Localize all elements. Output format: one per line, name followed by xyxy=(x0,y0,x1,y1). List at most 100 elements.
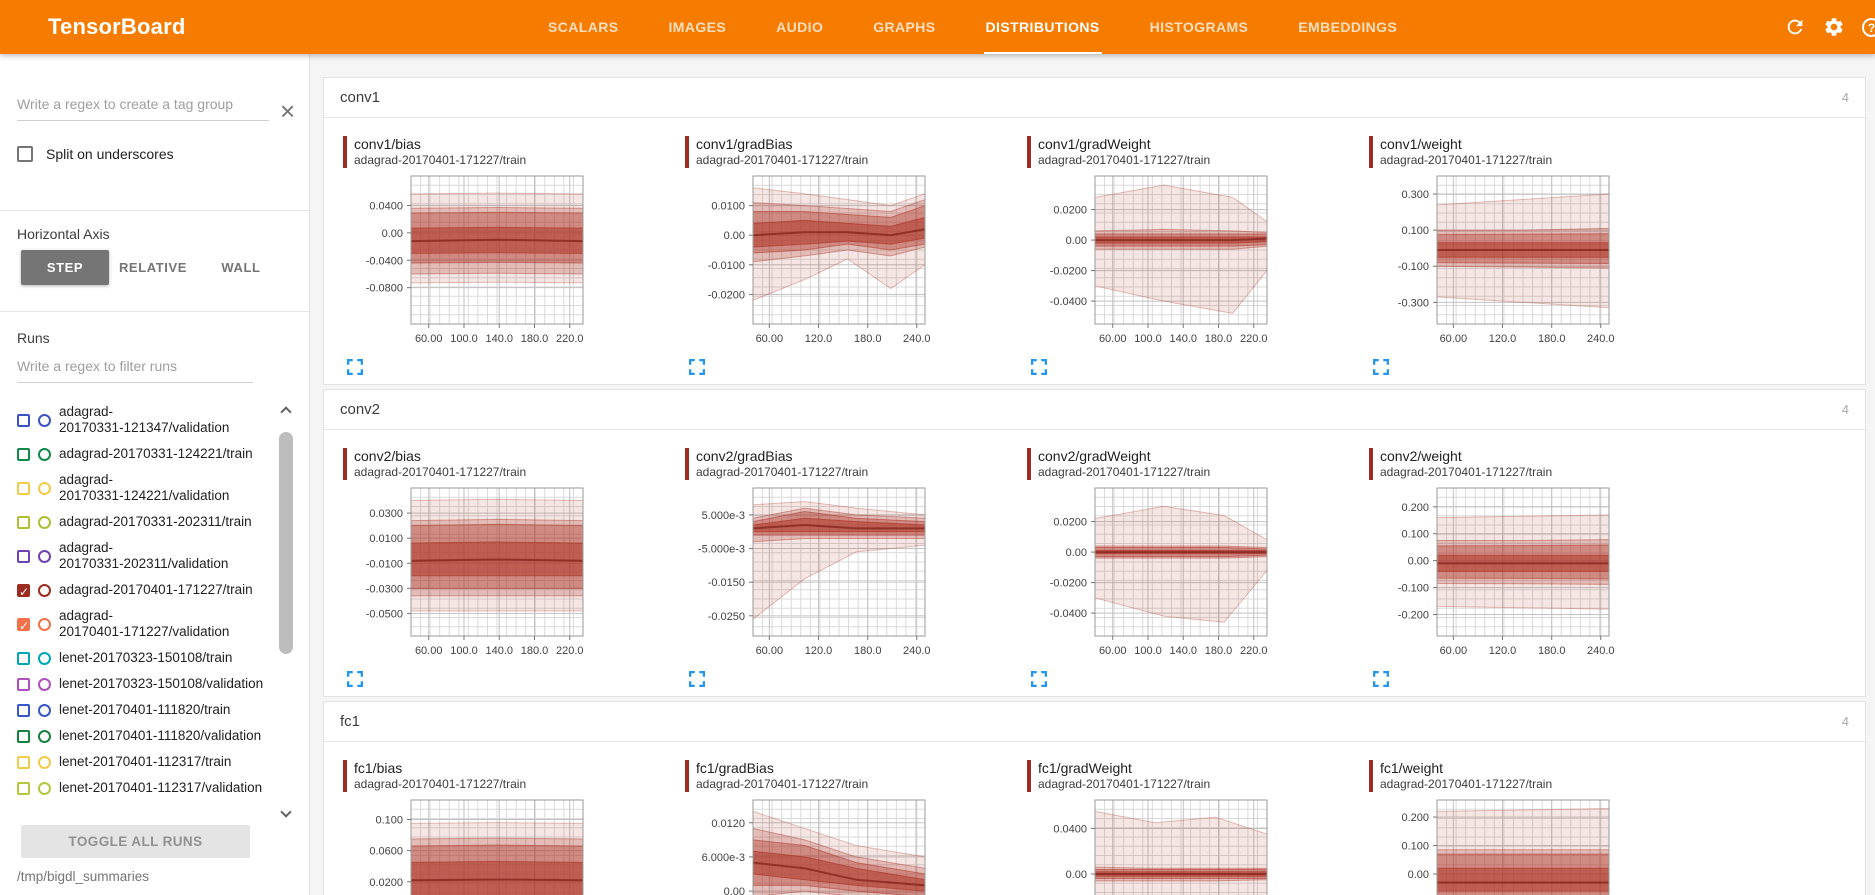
svg-text:220.0: 220.0 xyxy=(556,645,584,657)
close-icon[interactable]: × xyxy=(280,96,296,126)
distribution-plot: 0.0200 0.00 -0.0200 -0.0400 60.00 100.0 140.0 1… xyxy=(1050,175,1268,345)
chart-title-text: fc1/weight adagrad-20170401-171227/train xyxy=(1380,760,1552,792)
settings-icon[interactable] xyxy=(1823,16,1845,38)
horizontal-axis-label: Horizontal Axis xyxy=(17,226,110,242)
axis-option-step[interactable]: STEP xyxy=(21,250,109,285)
run-checkbox[interactable] xyxy=(17,703,30,717)
chart-title-text: conv2/gradBias adagrad-20170401-171227/tr… xyxy=(696,448,868,480)
run-checkbox[interactable] xyxy=(17,651,30,665)
axis-option-wall[interactable]: WALL xyxy=(221,260,261,275)
chart-title: fc1/weight xyxy=(1380,760,1444,776)
chart-run-name: adagrad-20170401-171227/train xyxy=(1380,153,1553,167)
run-checkbox[interactable] xyxy=(17,481,30,495)
svg-text:140.0: 140.0 xyxy=(1169,333,1197,345)
run-filter-input[interactable] xyxy=(17,354,253,383)
run-radio[interactable] xyxy=(38,755,51,769)
expand-icon[interactable] xyxy=(689,359,705,375)
run-checkbox[interactable] xyxy=(17,447,30,461)
svg-text:-0.0250: -0.0250 xyxy=(708,611,745,623)
svg-text:0.100: 0.100 xyxy=(1401,225,1429,237)
tab-histograms[interactable]: HISTOGRAMS xyxy=(1149,19,1249,35)
expand-icon[interactable] xyxy=(1031,671,1047,687)
chart-title: conv1/weight xyxy=(1380,136,1462,152)
scroll-up-icon[interactable] xyxy=(280,406,292,418)
tab-scalars[interactable]: SCALARS xyxy=(548,19,619,35)
expand-icon[interactable] xyxy=(347,359,363,375)
help-icon[interactable]: ? xyxy=(1862,18,1875,37)
run-name: adagrad- 20170331-202311/validation xyxy=(59,540,229,571)
expand-icon[interactable] xyxy=(689,671,705,687)
svg-text:0.0300: 0.0300 xyxy=(369,508,403,520)
chart-run-name: adagrad-20170401-171227/train xyxy=(1038,777,1211,791)
tab-distributions[interactable]: DISTRIBUTIONS xyxy=(983,0,1102,54)
section-title: conv1 xyxy=(340,89,381,106)
axis-option-relative[interactable]: RELATIVE xyxy=(118,260,188,275)
run-item: lenet-20170323-150108/validation xyxy=(0,671,278,697)
scrollbar-thumb[interactable] xyxy=(279,432,293,654)
run-radio[interactable] xyxy=(38,729,51,743)
tab-audio[interactable]: AUDIO xyxy=(776,19,824,35)
distribution-chart-card: conv1/bias adagrad-20170401-171227/train 0… xyxy=(343,136,655,375)
run-item: adagrad- 20170331-121347/validation xyxy=(0,399,278,441)
distribution-chart-card: conv1/gradBias adagrad-20170401-171227/tr… xyxy=(685,136,997,375)
svg-text:60.00: 60.00 xyxy=(756,333,784,345)
scroll-down-icon[interactable] xyxy=(280,806,292,818)
chart-title-block: conv2/gradBias adagrad-20170401-171227/tr… xyxy=(685,448,997,480)
tag-regex-input[interactable] xyxy=(17,92,269,121)
section-title: fc1 xyxy=(340,713,361,730)
run-checkbox[interactable]: ✓ xyxy=(17,617,30,633)
run-radio[interactable] xyxy=(38,447,51,461)
svg-text:0.00: 0.00 xyxy=(1408,869,1429,881)
distribution-plot: 0.0100 0.00 -0.0100 -0.0200 60.00 120.0 180.0 2… xyxy=(708,175,931,345)
run-radio[interactable] xyxy=(38,481,51,495)
expand-icon[interactable] xyxy=(347,671,363,687)
svg-text:60.00: 60.00 xyxy=(756,645,784,657)
run-radio[interactable] xyxy=(38,515,51,529)
run-radio[interactable] xyxy=(38,651,51,665)
section-header[interactable]: conv2 4 xyxy=(324,390,1865,430)
run-radio[interactable] xyxy=(38,703,51,717)
tab-images[interactable]: IMAGES xyxy=(668,19,727,35)
expand-icon[interactable] xyxy=(1031,359,1047,375)
run-radio[interactable] xyxy=(38,677,51,691)
run-checkbox[interactable] xyxy=(17,729,30,743)
chart-title-text: fc1/bias adagrad-20170401-171227/train xyxy=(354,760,526,792)
run-checkbox[interactable] xyxy=(17,549,30,563)
split-underscores-checkbox[interactable] xyxy=(17,146,33,162)
tab-graphs[interactable]: GRAPHS xyxy=(873,19,936,35)
svg-text:0.00: 0.00 xyxy=(1066,235,1087,247)
svg-text:100.0: 100.0 xyxy=(450,333,478,345)
run-checkbox[interactable] xyxy=(17,413,30,427)
svg-text:5.000e-3: 5.000e-3 xyxy=(702,510,745,522)
run-name: lenet-20170401-112317/train xyxy=(59,754,232,769)
svg-text:-0.100: -0.100 xyxy=(1398,261,1429,273)
run-radio[interactable] xyxy=(38,583,51,597)
run-item: adagrad- 20170331-124221/validation xyxy=(0,467,278,509)
section-header[interactable]: fc1 4 xyxy=(324,702,1865,742)
divider xyxy=(0,311,309,312)
run-name: adagrad- 20170331-124221/validation xyxy=(59,472,230,503)
run-checkbox[interactable]: ✓ xyxy=(17,583,30,599)
run-checkbox[interactable] xyxy=(17,677,30,691)
run-checkbox[interactable] xyxy=(17,755,30,769)
svg-text:0.0200: 0.0200 xyxy=(1053,205,1087,217)
section-conv1: conv1 4 conv1/bias adagrad-20170401-171227/… xyxy=(323,77,1866,385)
tab-embeddings[interactable]: EMBEDDINGS xyxy=(1298,19,1398,35)
run-color-marker xyxy=(685,760,689,792)
run-radio[interactable] xyxy=(38,617,51,631)
section-header[interactable]: conv1 4 xyxy=(324,78,1865,118)
expand-icon[interactable] xyxy=(1373,671,1389,687)
run-item: adagrad- 20170331-202311/validation xyxy=(0,535,278,577)
run-checkbox[interactable] xyxy=(17,781,30,795)
expand-icon[interactable] xyxy=(1373,359,1389,375)
refresh-icon[interactable] xyxy=(1784,16,1806,38)
chart-title: fc1/gradWeight xyxy=(1038,760,1132,776)
run-radio[interactable] xyxy=(38,413,51,427)
run-radio[interactable] xyxy=(38,781,51,795)
distribution-chart-card: fc1/gradBias adagrad-20170401-171227/trai… xyxy=(685,760,997,895)
run-radio[interactable] xyxy=(38,549,51,563)
toggle-all-runs-button[interactable]: TOGGLE ALL RUNS xyxy=(21,825,250,858)
svg-text:-0.0800: -0.0800 xyxy=(366,283,403,295)
run-checkbox[interactable] xyxy=(17,515,30,529)
